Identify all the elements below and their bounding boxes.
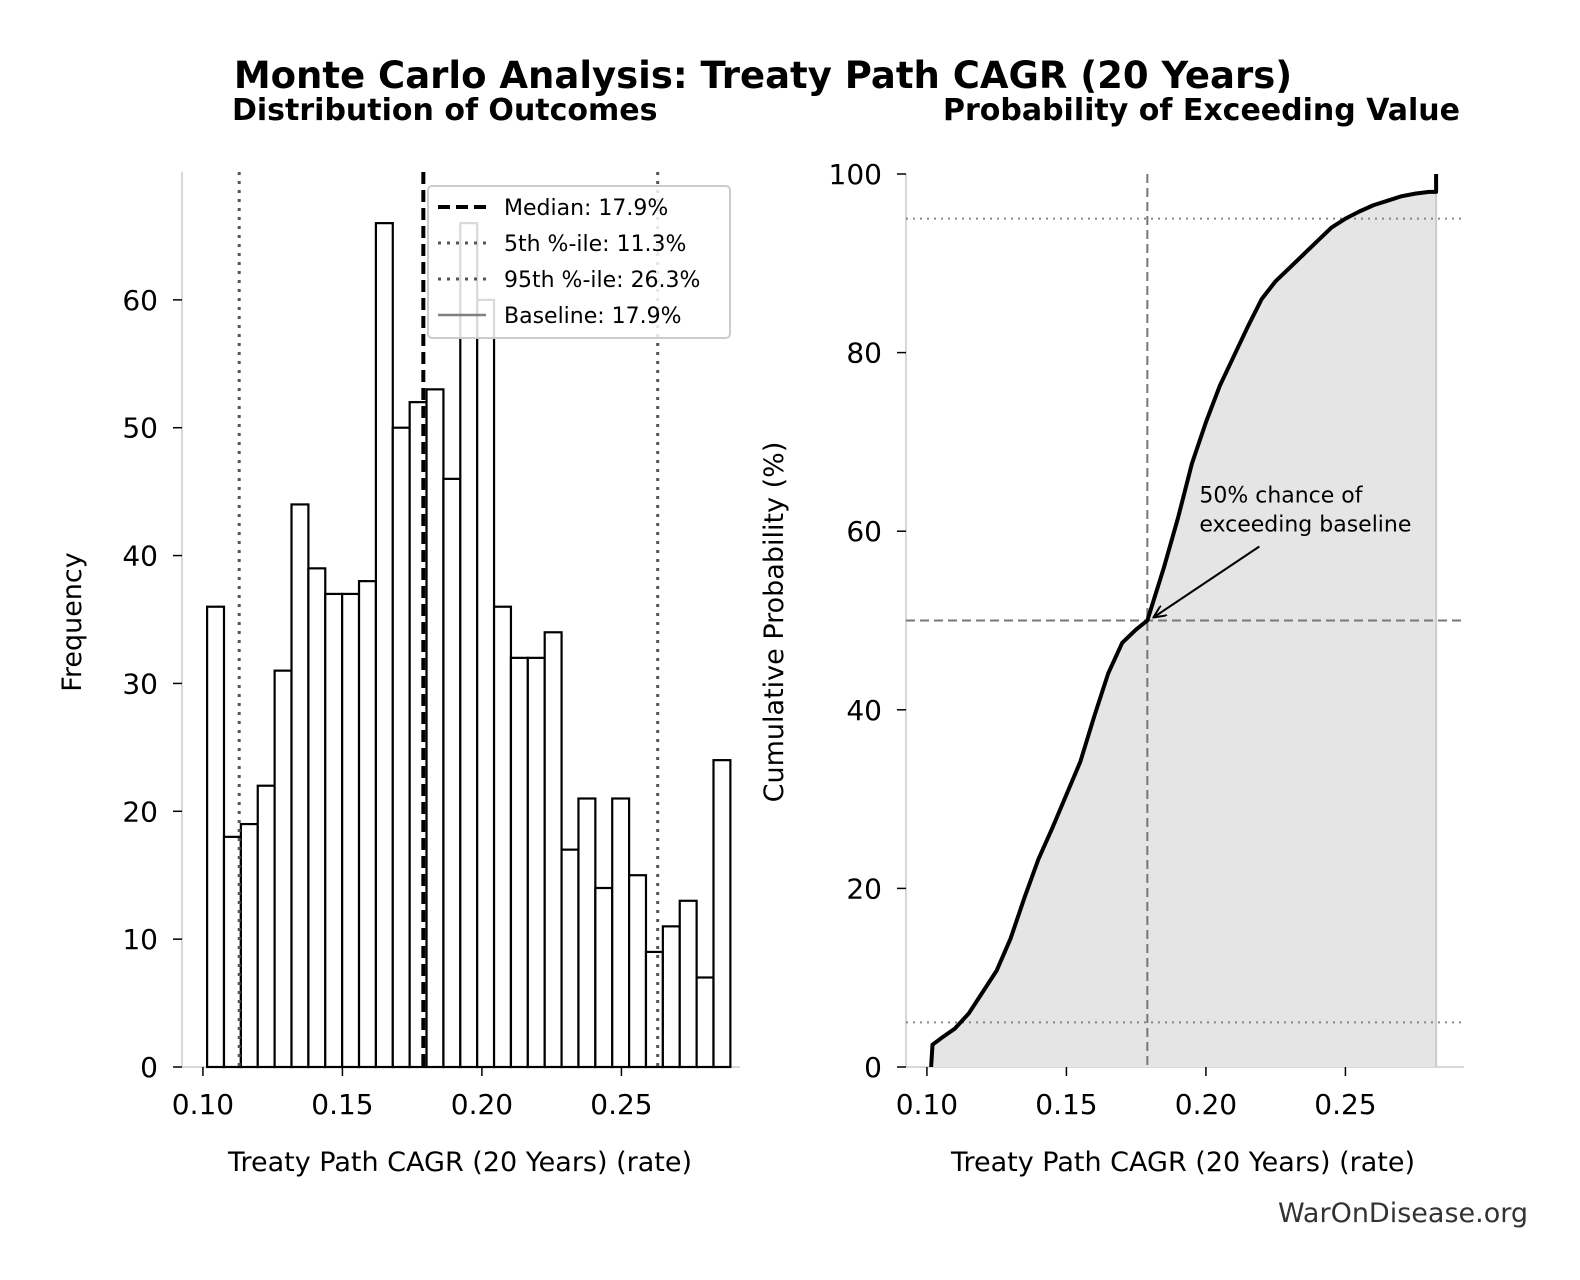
histogram-bar — [476, 298, 496, 1069]
histogram-bar — [324, 592, 344, 1069]
histogram-bar — [307, 567, 327, 1069]
cdf-ytick-label: 0 — [864, 1051, 882, 1084]
histogram-bar — [611, 797, 631, 1069]
cdf-xtick-label: 0.15 — [1035, 1088, 1097, 1121]
histogram-bar — [222, 835, 242, 1069]
histogram-bar — [560, 848, 580, 1069]
histogram-xlabel: Treaty Path CAGR (20 Years) (rate) — [227, 1147, 692, 1178]
histogram-bar — [695, 976, 715, 1069]
annotation-text: 50% chance of — [1199, 484, 1363, 509]
cdf-ytick-label: 100 — [829, 158, 882, 191]
histogram-bar — [442, 477, 462, 1069]
histogram-xtick-label: 0.25 — [590, 1088, 652, 1121]
histogram-bar — [290, 503, 310, 1069]
histogram-ytick-label: 10 — [122, 923, 158, 956]
histogram-bar — [425, 388, 445, 1069]
histogram-bar — [543, 631, 563, 1069]
legend-entry: 5th %-ile: 11.3% — [504, 232, 686, 257]
histogram-xtick-label: 0.20 — [451, 1088, 513, 1121]
legend-entry: Median: 17.9% — [504, 196, 668, 221]
histogram-legend — [427, 185, 731, 339]
cdf-title: Probability of Exceeding Value — [943, 93, 1460, 128]
cdf-ytick-label: 20 — [846, 872, 882, 905]
histogram-bar — [273, 669, 293, 1069]
histogram-bar — [577, 797, 597, 1069]
cdf-ytick-label: 80 — [846, 337, 882, 370]
histogram-ytick-label: 30 — [122, 667, 158, 700]
cdf-xtick-label: 0.25 — [1314, 1088, 1376, 1121]
histogram-bar — [661, 925, 681, 1069]
histogram-bar — [492, 605, 513, 1069]
watermark: WarOnDisease.org — [1278, 1198, 1528, 1229]
histogram-ytick-label: 60 — [122, 284, 158, 317]
histogram-bar — [357, 580, 378, 1069]
histogram-bar — [509, 656, 529, 1069]
cdf-xlabel: Treaty Path CAGR (20 Years) (rate) — [950, 1147, 1415, 1178]
histogram-ytick-label: 50 — [122, 412, 158, 445]
histogram-bar — [459, 222, 479, 1069]
cdf-ylabel: Cumulative Probability (%) — [759, 442, 790, 803]
cdf-panel: Probability of Exceeding Value Treaty Pa… — [759, 93, 1464, 1178]
cdf-curve — [929, 174, 1439, 1068]
histogram-bar — [644, 950, 664, 1069]
legend-entry: Baseline: 17.9% — [504, 304, 682, 329]
cdf-ytick-label: 60 — [846, 515, 882, 548]
histogram-bar — [594, 886, 614, 1069]
annotation-text: exceeding baseline — [1199, 513, 1411, 538]
histogram-ylabel: Frequency — [57, 552, 88, 692]
histogram-panel: Distribution of Outcomes Treaty Path CAG… — [57, 93, 740, 1178]
histogram-bar — [256, 784, 276, 1069]
histogram-bar — [239, 822, 259, 1069]
legend-entry: 95th %-ile: 26.3% — [504, 268, 700, 293]
histogram-ytick-label: 20 — [122, 795, 158, 828]
histogram-bar — [526, 656, 546, 1069]
histogram-bar — [712, 759, 732, 1069]
histogram-ytick-label: 0 — [140, 1051, 158, 1084]
histogram-title: Distribution of Outcomes — [232, 93, 658, 128]
histogram-bar — [391, 426, 411, 1069]
cdf-ytick-label: 40 — [846, 694, 882, 727]
histogram-bar — [341, 592, 361, 1069]
histogram-ytick-label: 40 — [122, 540, 158, 573]
histogram-xtick-label: 0.15 — [311, 1088, 373, 1121]
cdf-xtick-label: 0.10 — [896, 1088, 958, 1121]
annotation-arrow — [1153, 545, 1260, 618]
cdf-fill-area — [931, 174, 1437, 1067]
figure-title: Monte Carlo Analysis: Treaty Path CAGR (… — [234, 54, 1292, 97]
histogram-bar — [678, 899, 698, 1069]
histogram-bar — [206, 605, 226, 1069]
histogram-bar — [374, 222, 394, 1069]
cdf-xtick-label: 0.20 — [1175, 1088, 1237, 1121]
histogram-bar — [627, 874, 648, 1069]
histogram-xtick-label: 0.10 — [172, 1088, 234, 1121]
